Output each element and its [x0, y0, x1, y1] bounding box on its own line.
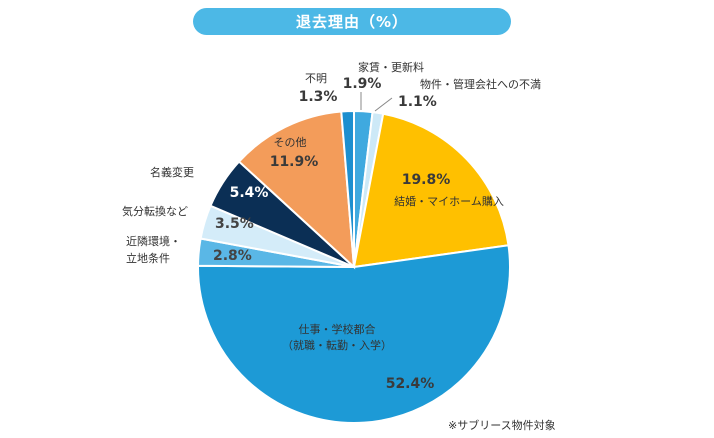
category-label-environment-line2: 立地条件 — [126, 251, 170, 265]
category-label-rent: 家賃・更新料 — [358, 60, 424, 74]
value-label-other: 11.9% — [270, 154, 319, 170]
value-label-rent: 1.9% — [343, 76, 382, 92]
pie-slices — [196, 109, 511, 424]
category-label-unknown: 不明 — [305, 72, 327, 85]
category-label-other: その他 — [274, 136, 307, 149]
category-label-work-line1: 仕事・学校都合 — [299, 322, 376, 336]
value-label-unknown: 1.3% — [299, 89, 338, 105]
category-label-work-line2: （就職・転勤・入学） — [282, 338, 392, 352]
value-label-change-of-pace: 3.5% — [215, 216, 254, 232]
value-label-work: 52.4% — [386, 376, 435, 392]
category-label-marriage: 結婚・マイホーム購入 — [394, 194, 504, 208]
category-label-environment-line1: 近隣環境・ — [126, 234, 181, 248]
category-label-change-of-pace: 気分転換など — [122, 204, 188, 218]
value-label-environment: 2.8% — [213, 248, 252, 264]
chart-title: 退去理由（%） — [193, 8, 511, 35]
value-label-name-change: 5.4% — [230, 185, 269, 201]
footnote: ※サブリース物件対象 — [448, 419, 556, 432]
pie-slice-marriage — [352, 112, 510, 269]
leader-line-complaint — [374, 97, 393, 112]
category-label-name-change: 名義変更 — [150, 165, 194, 179]
value-label-marriage: 19.8% — [402, 172, 451, 188]
category-label-complaint: 物件・管理会社への不満 — [420, 77, 541, 91]
value-label-complaint: 1.1% — [398, 94, 437, 110]
pie-slice-unknown — [340, 109, 355, 268]
pie-slice-other — [237, 110, 356, 270]
pie-slice-work — [196, 244, 511, 424]
